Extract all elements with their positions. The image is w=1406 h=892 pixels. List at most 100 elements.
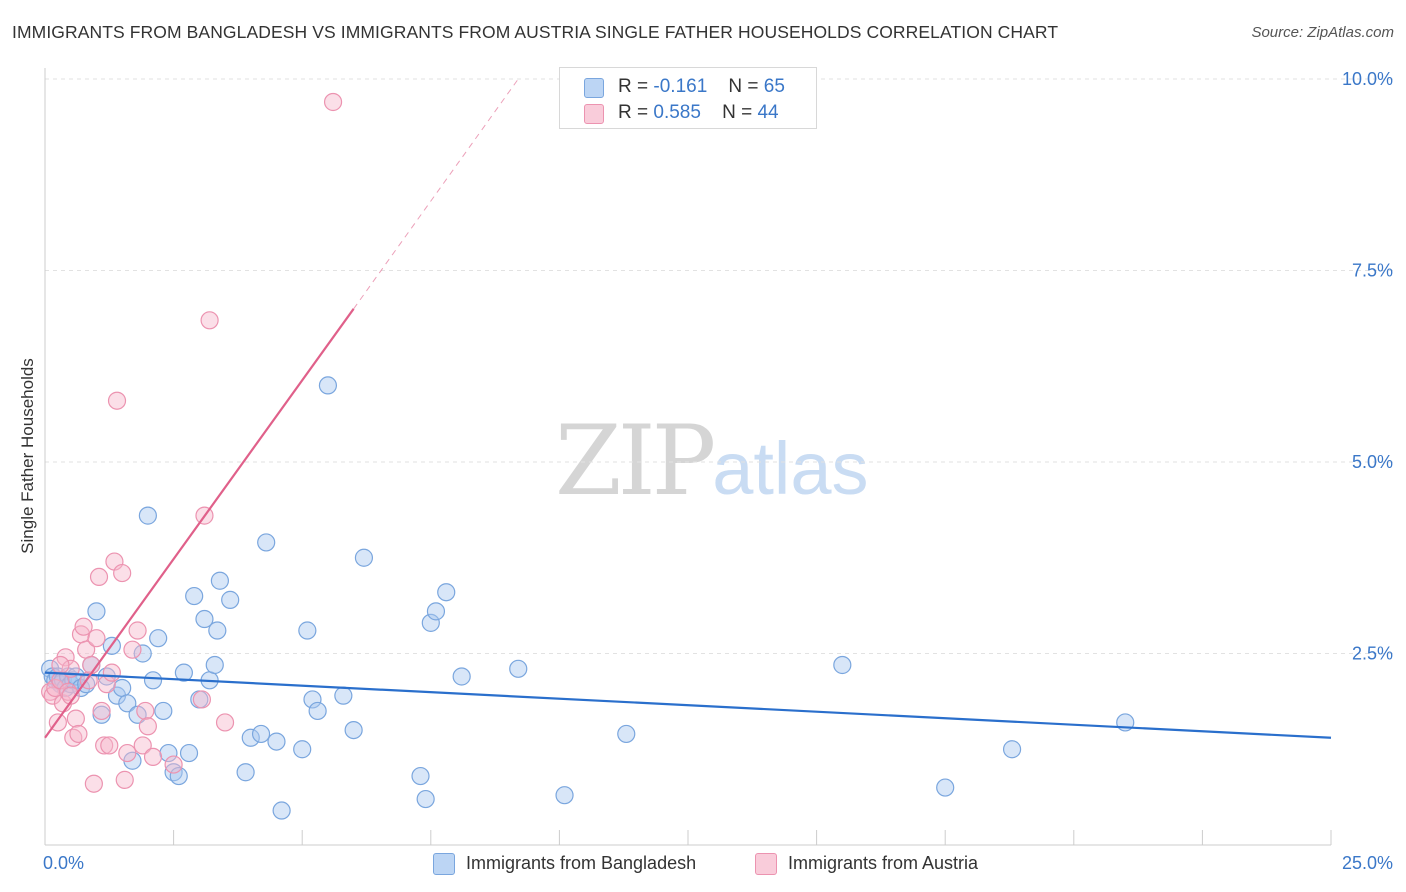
austria-point	[113, 563, 132, 583]
bangladesh-point	[92, 705, 111, 724]
austria-point	[323, 92, 343, 112]
bangladesh-point	[833, 655, 852, 675]
bangladesh-point	[334, 686, 353, 705]
austria-point	[61, 686, 80, 705]
austria-point	[66, 709, 85, 728]
n-label: N =	[728, 76, 759, 97]
y-tick-label: 2.5%	[1352, 644, 1393, 664]
bangladesh-point	[133, 644, 152, 663]
bangladesh-point	[154, 701, 173, 721]
austria-point	[100, 736, 119, 755]
bangladesh-point	[236, 763, 255, 782]
austria-point	[95, 736, 114, 755]
bangladesh-point	[179, 743, 199, 763]
bangladesh-point	[138, 506, 157, 525]
bangladesh-point	[308, 701, 327, 721]
legend-swatch-bangladesh	[584, 78, 604, 98]
bangladesh-point	[421, 613, 440, 632]
austria-point	[133, 736, 152, 755]
austria-point	[138, 717, 157, 736]
bangladesh-point	[185, 586, 204, 606]
austria-trend-line	[44, 308, 355, 739]
y-tick-label: 10.0%	[1342, 69, 1393, 89]
bangladesh-point	[241, 728, 260, 747]
bangladesh-point	[426, 602, 446, 621]
source-credit: Source: ZipAtlas.com	[1251, 24, 1394, 41]
austria-point	[128, 621, 147, 640]
austria-point	[74, 617, 93, 636]
bangladesh-point	[257, 533, 276, 552]
bangladesh-point	[169, 766, 188, 786]
austria-point	[200, 311, 219, 330]
bangladesh-point	[437, 583, 456, 602]
n-label: N =	[722, 102, 753, 123]
bangladesh-point	[113, 678, 132, 698]
r-value-austria: 0.585	[653, 102, 701, 123]
y-axis-label: Single Father Households	[18, 358, 37, 554]
y-tick-label: 5.0%	[1352, 452, 1393, 472]
austria-point	[92, 701, 111, 721]
r-label: R =	[618, 102, 649, 123]
legend-swatch-austria	[755, 853, 777, 875]
bangladesh-point	[143, 671, 163, 690]
legend-swatch-bangladesh	[433, 853, 455, 875]
bangladesh-point	[298, 621, 317, 640]
austria-point	[87, 629, 106, 648]
r-value-bangladesh: -0.161	[653, 76, 708, 97]
bangladesh-point	[555, 786, 574, 805]
austria-point	[107, 391, 127, 410]
austria-trend-extension	[353, 78, 519, 310]
y-tick-label: 7.5%	[1352, 261, 1393, 281]
bangladesh-point	[303, 690, 322, 709]
bangladesh-point	[208, 621, 227, 640]
bangladesh-point	[149, 629, 168, 648]
bangladesh-point	[272, 801, 291, 820]
bangladesh-point	[159, 743, 178, 763]
x-tick-label: 0.0%	[43, 853, 84, 873]
bangladesh-point	[118, 694, 137, 713]
bangladesh-point	[205, 655, 224, 675]
watermark-atlas: atlas	[712, 427, 869, 510]
austria-point	[118, 743, 137, 763]
bangladesh-point	[195, 609, 214, 629]
austria-point	[192, 690, 211, 709]
austria-point	[69, 724, 88, 744]
austria-point	[84, 774, 103, 793]
austria-point	[102, 663, 121, 682]
r-label: R =	[618, 76, 649, 97]
legend-label-bangladesh: Immigrants from Bangladesh	[466, 853, 697, 873]
legend-label-austria: Immigrants from Austria	[788, 853, 979, 873]
bangladesh-point	[452, 667, 471, 686]
austria-point	[51, 655, 70, 675]
austria-point	[143, 747, 163, 767]
watermark-zip: ZIP	[555, 405, 716, 517]
austria-point	[89, 567, 109, 587]
bangladesh-point	[354, 548, 374, 567]
bangladesh-point	[936, 778, 955, 797]
bangladesh-point	[1002, 740, 1022, 759]
bangladesh-point	[344, 720, 363, 740]
legend-swatch-austria	[584, 104, 604, 124]
correlation-legend: R = -0.161 N = 65 R = 0.585 N = 44	[559, 67, 817, 129]
bangladesh-point	[221, 590, 240, 609]
bangladesh-point	[617, 724, 636, 744]
chart-title: IMMIGRANTS FROM BANGLADESH VS IMMIGRANTS…	[12, 22, 1059, 42]
bangladesh-point	[210, 571, 229, 590]
bangladesh-point	[416, 789, 435, 809]
austria-point	[123, 640, 142, 659]
n-value-bangladesh: 65	[763, 76, 785, 97]
bangladesh-trend-line	[44, 671, 1332, 739]
bangladesh-point	[251, 724, 271, 744]
bangladesh-point	[174, 663, 193, 682]
austria-point	[164, 755, 183, 774]
watermark: ZIPatlas	[555, 405, 869, 517]
austria-point	[215, 713, 235, 732]
bangladesh-point	[293, 740, 312, 759]
bangladesh-point	[267, 732, 286, 751]
bangladesh-point	[318, 376, 338, 395]
n-value-austria: 44	[757, 102, 779, 123]
x-tick-label: 25.0%	[1342, 853, 1393, 873]
austria-point	[136, 701, 155, 721]
austria-point	[115, 770, 134, 789]
